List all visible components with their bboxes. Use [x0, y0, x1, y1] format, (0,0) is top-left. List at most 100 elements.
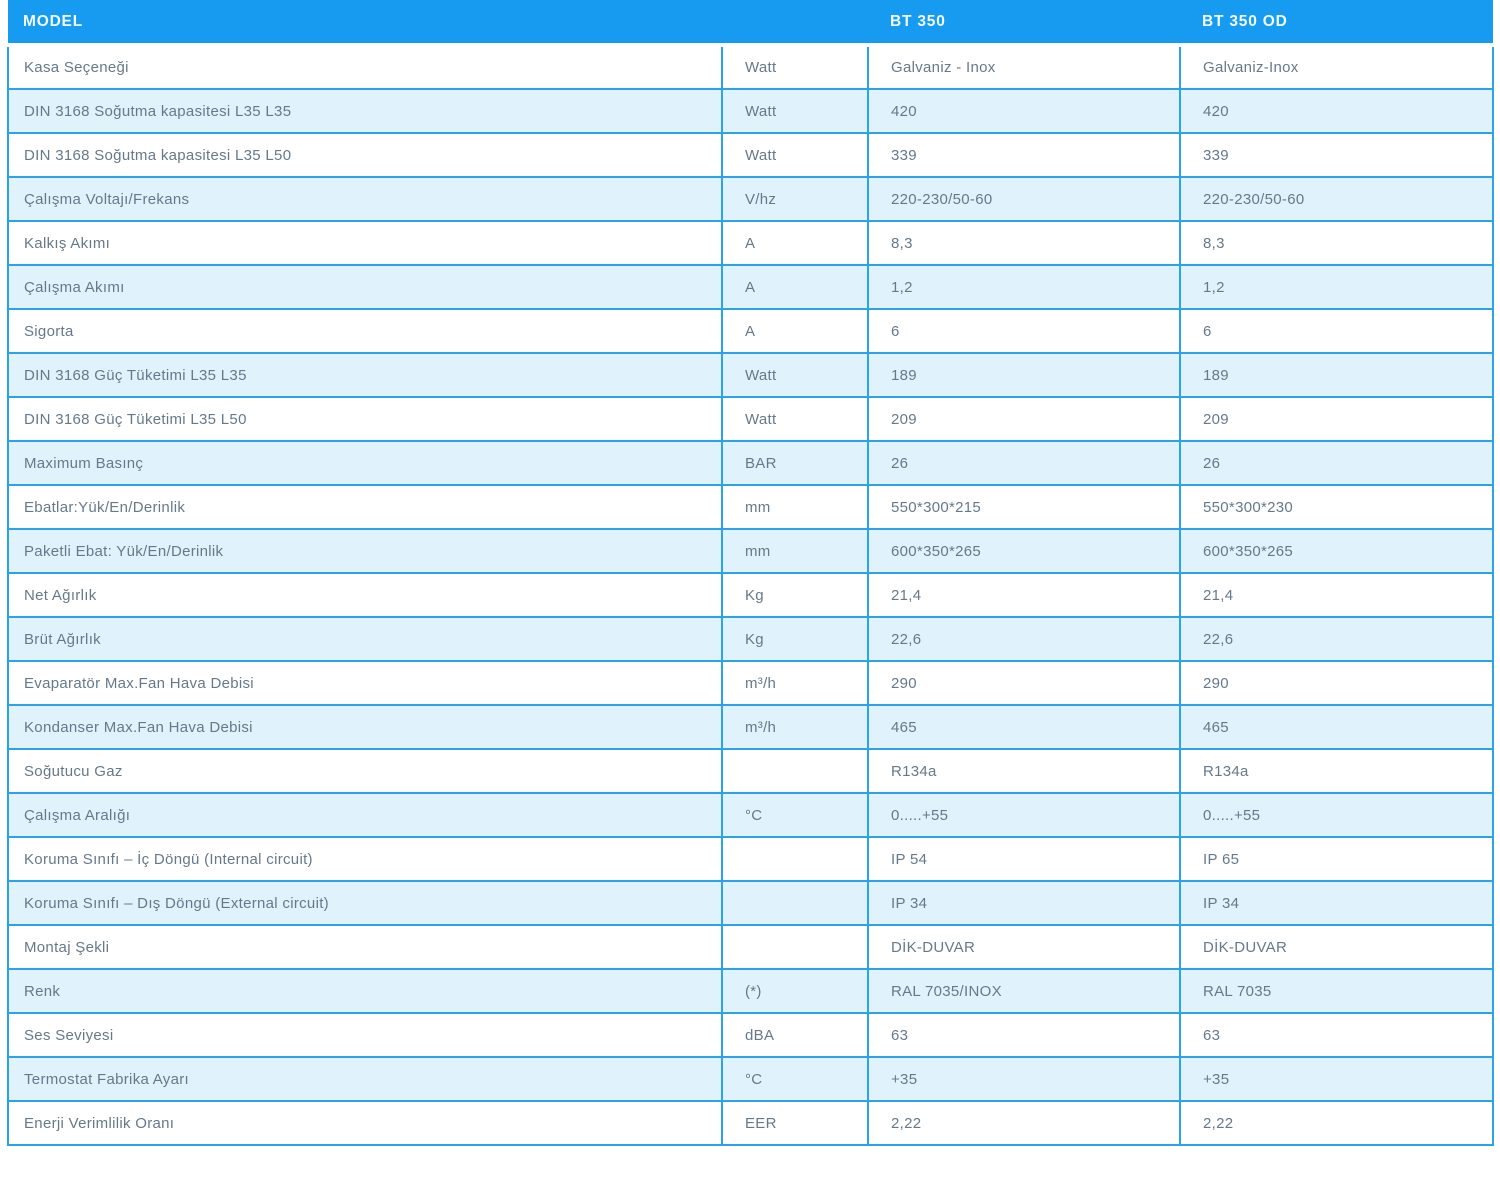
- spec-label-cell: Çalışma Aralığı: [7, 792, 723, 838]
- bt350od-value-cell: RAL 7035: [1179, 968, 1494, 1014]
- bt350od-value-cell: Galvaniz-Inox: [1179, 44, 1494, 90]
- spec-label-cell: Kondanser Max.Fan Hava Debisi: [7, 704, 723, 750]
- table-row: Kasa Seçeneği Watt Galvaniz - Inox Galvaniz…: [7, 44, 1494, 90]
- table-row: Koruma Sınıfı – Dış Döngü (External circ…: [7, 880, 1494, 926]
- header-bt350od: BT 350 OD: [1180, 0, 1493, 47]
- bt350-value-cell: 26: [867, 440, 1181, 486]
- bt350od-value-cell: 209: [1179, 396, 1494, 442]
- spec-unit-cell: m³/h: [721, 660, 869, 706]
- bt350od-value-cell: 189: [1179, 352, 1494, 398]
- bt350od-value-cell: 290: [1179, 660, 1494, 706]
- table-row: Kalkış Akımı A 8,3 8,3: [7, 220, 1494, 266]
- bt350od-value-cell: IP 65: [1179, 836, 1494, 882]
- spec-label-cell: Koruma Sınıfı – İç Döngü (Internal circu…: [7, 836, 723, 882]
- table-row: Ebatlar:Yük/En/Derinlik mm 550*300*215 550*…: [7, 484, 1494, 530]
- table-row: Termostat Fabrika Ayarı °C +35 +35: [7, 1056, 1494, 1102]
- header-model: MODEL: [8, 0, 722, 47]
- spec-label-cell: Ses Seviyesi: [7, 1012, 723, 1058]
- header-unit-spacer: [722, 0, 868, 47]
- table-row: DIN 3168 Güç Tüketimi L35 L35 Watt 189 189: [7, 352, 1494, 398]
- bt350-value-cell: 189: [867, 352, 1181, 398]
- spec-label-cell: Montaj Şekli: [7, 924, 723, 970]
- table-row: Ses Seviyesi dBA 63 63: [7, 1012, 1494, 1058]
- table-row: Brüt Ağırlık Kg 22,6 22,6: [7, 616, 1494, 662]
- table-row: Evaparatör Max.Fan Hava Debisi m³/h 290 290: [7, 660, 1494, 706]
- spec-unit-cell: dBA: [721, 1012, 869, 1058]
- bt350-value-cell: DİK-DUVAR: [867, 924, 1181, 970]
- spec-unit-cell: Kg: [721, 616, 869, 662]
- spec-label-cell: Sigorta: [7, 308, 723, 354]
- spec-label-cell: Brüt Ağırlık: [7, 616, 723, 662]
- table-row: Kondanser Max.Fan Hava Debisi m³/h 465 465: [7, 704, 1494, 750]
- spec-unit-cell: [721, 880, 869, 926]
- spec-unit-cell: BAR: [721, 440, 869, 486]
- spec-unit-cell: Watt: [721, 132, 869, 178]
- spec-unit-cell: mm: [721, 484, 869, 530]
- bt350-value-cell: RAL 7035/INOX: [867, 968, 1181, 1014]
- spec-label-cell: Evaparatör Max.Fan Hava Debisi: [7, 660, 723, 706]
- bt350od-value-cell: 220-230/50-60: [1179, 176, 1494, 222]
- spec-table-container: MODEL BT 350 BT 350 OD Kasa Seçeneği Watt…: [7, 0, 1494, 1146]
- table-header-row: MODEL BT 350 BT 350 OD: [8, 0, 1493, 47]
- spec-label-cell: Renk: [7, 968, 723, 1014]
- table-row: Renk (*) RAL 7035/INOX RAL 7035: [7, 968, 1494, 1014]
- spec-unit-cell: Watt: [721, 396, 869, 442]
- bt350-value-cell: 1,2: [867, 264, 1181, 310]
- bt350-value-cell: 209: [867, 396, 1181, 442]
- table-row: Koruma Sınıfı – İç Döngü (Internal circu…: [7, 836, 1494, 882]
- spec-unit-cell: [721, 748, 869, 794]
- bt350-value-cell: IP 54: [867, 836, 1181, 882]
- spec-unit-cell: A: [721, 264, 869, 310]
- spec-unit-cell: Watt: [721, 44, 869, 90]
- bt350od-value-cell: 420: [1179, 88, 1494, 134]
- bt350-value-cell: 550*300*215: [867, 484, 1181, 530]
- table-row: Çalışma Aralığı °C 0.....+55 0.....+55: [7, 792, 1494, 838]
- bt350od-value-cell: DİK-DUVAR: [1179, 924, 1494, 970]
- spec-unit-cell: [721, 836, 869, 882]
- bt350-value-cell: 2,22: [867, 1100, 1181, 1146]
- bt350-value-cell: 420: [867, 88, 1181, 134]
- spec-unit-cell: °C: [721, 792, 869, 838]
- bt350od-value-cell: 550*300*230: [1179, 484, 1494, 530]
- spec-unit-cell: A: [721, 220, 869, 266]
- bt350od-value-cell: IP 34: [1179, 880, 1494, 926]
- table-row: DIN 3168 Soğutma kapasitesi L35 L35 Watt 4…: [7, 88, 1494, 134]
- spec-unit-cell: Watt: [721, 88, 869, 134]
- bt350od-value-cell: R134a: [1179, 748, 1494, 794]
- spec-label-cell: Koruma Sınıfı – Dış Döngü (External circ…: [7, 880, 723, 926]
- spec-label-cell: Çalışma Akımı: [7, 264, 723, 310]
- spec-table-body: Kasa Seçeneği Watt Galvaniz - Inox Galvaniz…: [7, 44, 1494, 1146]
- bt350-value-cell: 8,3: [867, 220, 1181, 266]
- spec-label-cell: Paketli Ebat: Yük/En/Derinlik: [7, 528, 723, 574]
- spec-label-cell: Kasa Seçeneği: [7, 44, 723, 90]
- bt350od-value-cell: 1,2: [1179, 264, 1494, 310]
- bt350-value-cell: 290: [867, 660, 1181, 706]
- spec-label-cell: DIN 3168 Soğutma kapasitesi L35 L35: [7, 88, 723, 134]
- table-row: Montaj Şekli DİK-DUVAR DİK-DUVAR: [7, 924, 1494, 970]
- bt350od-value-cell: 0.....+55: [1179, 792, 1494, 838]
- spec-label-cell: DIN 3168 Güç Tüketimi L35 L35: [7, 352, 723, 398]
- table-row: Çalışma Akımı A 1,2 1,2: [7, 264, 1494, 310]
- table-row: Net Ağırlık Kg 21,4 21,4: [7, 572, 1494, 618]
- spec-unit-cell: V/hz: [721, 176, 869, 222]
- bt350od-value-cell: 2,22: [1179, 1100, 1494, 1146]
- spec-unit-cell: Watt: [721, 352, 869, 398]
- table-row: DIN 3168 Soğutma kapasitesi L35 L50 Watt 3…: [7, 132, 1494, 178]
- bt350-value-cell: 63: [867, 1012, 1181, 1058]
- spec-unit-cell: (*): [721, 968, 869, 1014]
- spec-label-cell: Maximum Basınç: [7, 440, 723, 486]
- bt350od-value-cell: 6: [1179, 308, 1494, 354]
- spec-label-cell: Çalışma Voltajı/Frekans: [7, 176, 723, 222]
- spec-unit-cell: m³/h: [721, 704, 869, 750]
- spec-unit-cell: A: [721, 308, 869, 354]
- spec-unit-cell: mm: [721, 528, 869, 574]
- spec-label-cell: DIN 3168 Güç Tüketimi L35 L50: [7, 396, 723, 442]
- bt350-value-cell: 600*350*265: [867, 528, 1181, 574]
- spec-label-cell: Soğutucu Gaz: [7, 748, 723, 794]
- bt350-value-cell: 0.....+55: [867, 792, 1181, 838]
- spec-label-cell: Net Ağırlık: [7, 572, 723, 618]
- bt350od-value-cell: +35: [1179, 1056, 1494, 1102]
- bt350od-value-cell: 22,6: [1179, 616, 1494, 662]
- spec-label-cell: Termostat Fabrika Ayarı: [7, 1056, 723, 1102]
- bt350od-value-cell: 26: [1179, 440, 1494, 486]
